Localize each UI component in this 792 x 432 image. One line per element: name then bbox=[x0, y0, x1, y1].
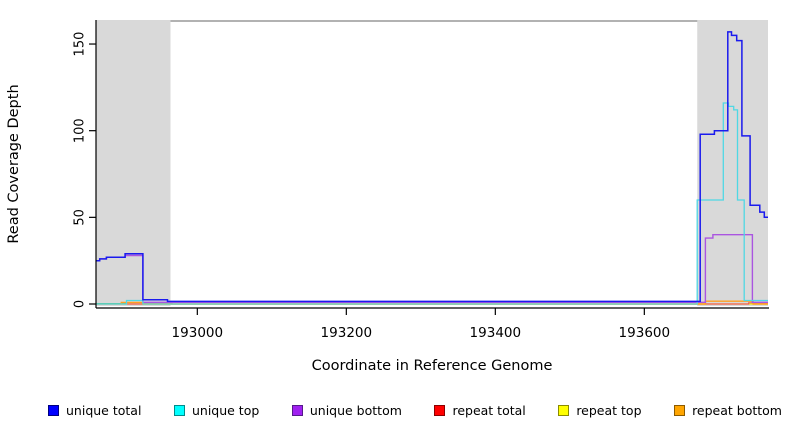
legend-item-unique-top: unique top bbox=[173, 402, 260, 418]
legend-swatch-icon bbox=[173, 404, 185, 416]
x-tick-label: 193400 bbox=[470, 325, 522, 341]
x-axis-title: Coordinate in Reference Genome bbox=[311, 358, 553, 374]
y-tick-label: 150 bbox=[73, 32, 88, 57]
series-lines bbox=[96, 31, 768, 305]
series-line-unique-top bbox=[96, 102, 768, 305]
series-line-unique-bottom bbox=[96, 233, 768, 303]
legend-swatch-icon bbox=[291, 404, 303, 416]
y-axis-title: Read Coverage Depth bbox=[6, 84, 22, 244]
x-axis: 193000 193200 193400 193600 bbox=[96, 307, 769, 341]
legend: unique total unique top unique bottom repea… bbox=[48, 398, 782, 422]
legend-swatch-icon bbox=[434, 404, 446, 416]
legend-item-unique-bottom: unique bottom bbox=[291, 402, 402, 418]
legend-swatch-icon bbox=[48, 404, 59, 416]
legend-label: repeat bottom bbox=[692, 402, 782, 418]
shaded-regions bbox=[96, 20, 768, 306]
x-tick-label: 193600 bbox=[619, 325, 671, 341]
legend-label: unique top bbox=[191, 402, 260, 418]
legend-label: repeat total bbox=[452, 402, 526, 418]
series-line-repeat-bottom bbox=[120, 300, 768, 305]
legend-item-repeat-top: repeat top bbox=[558, 402, 642, 418]
y-tick-label: 100 bbox=[73, 118, 88, 143]
legend-label: unique total bbox=[66, 402, 142, 418]
y-axis: 0 50 100 150 bbox=[73, 20, 97, 308]
legend-label: repeat top bbox=[576, 402, 642, 418]
right-gray-region bbox=[697, 20, 768, 306]
legend-item-unique-total: unique total bbox=[48, 403, 141, 418]
legend-label: unique bottom bbox=[309, 402, 402, 418]
legend-item-repeat-total: repeat total bbox=[434, 402, 526, 418]
x-tick-label: 193200 bbox=[321, 325, 373, 341]
left-gray-region bbox=[96, 20, 171, 306]
y-tick-label: 50 bbox=[73, 209, 88, 226]
plot-canvas: 0 50 100 150 193000 193200 193400 193600 bbox=[73, 20, 769, 341]
series-line-unique-total bbox=[96, 31, 768, 303]
x-tick-label: 193000 bbox=[172, 325, 224, 341]
y-tick-label: 0 bbox=[73, 300, 88, 308]
legend-swatch-icon bbox=[674, 404, 686, 416]
legend-item-repeat-bottom: repeat bottom bbox=[674, 403, 782, 418]
legend-swatch-icon bbox=[558, 404, 570, 416]
